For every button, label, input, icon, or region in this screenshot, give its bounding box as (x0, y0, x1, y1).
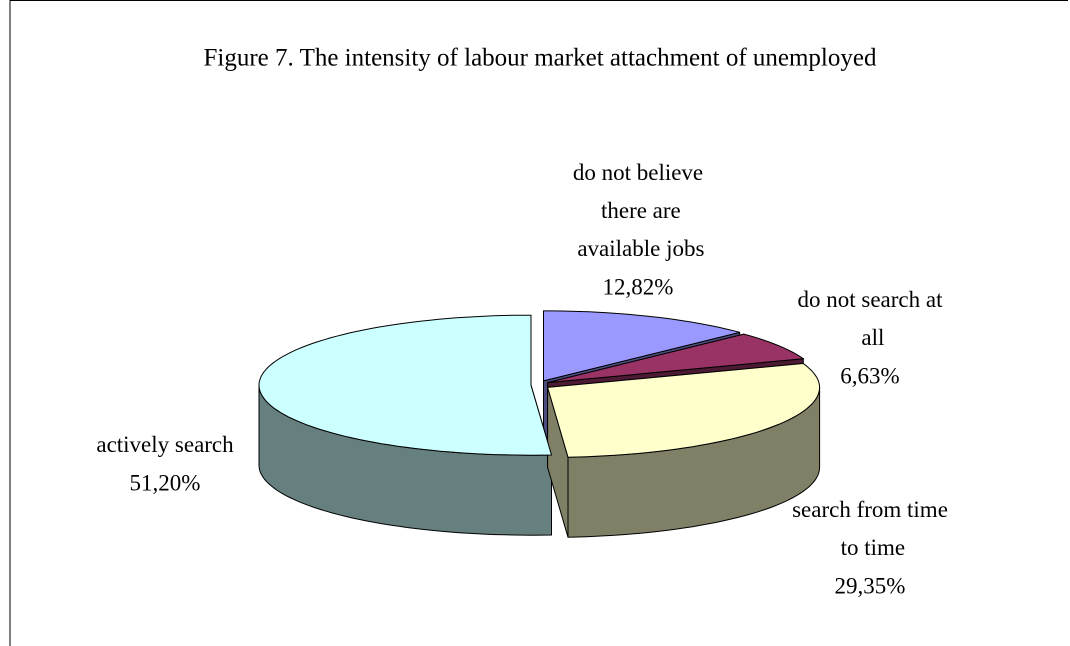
value-label: 6,63% (840, 363, 899, 388)
slice-label: do not search at all (798, 287, 944, 350)
value-label: 51,20% (130, 470, 201, 495)
labels: do not believe there are available jobs 1… (96, 160, 948, 598)
slice-label: actively search (96, 432, 234, 457)
chart-title: Figure 7. The intensity of labour market… (204, 45, 877, 72)
value-label: 29,35% (835, 573, 906, 598)
pie (258, 310, 821, 538)
value-label: 12,82% (603, 274, 674, 299)
slice-label: search from time to time (792, 497, 948, 560)
slice (546, 362, 821, 458)
slice (543, 310, 740, 382)
slice-label: do not believe there are available jobs (572, 160, 705, 261)
slice (258, 314, 553, 456)
frame (9, 0, 1068, 646)
slice (547, 333, 805, 384)
